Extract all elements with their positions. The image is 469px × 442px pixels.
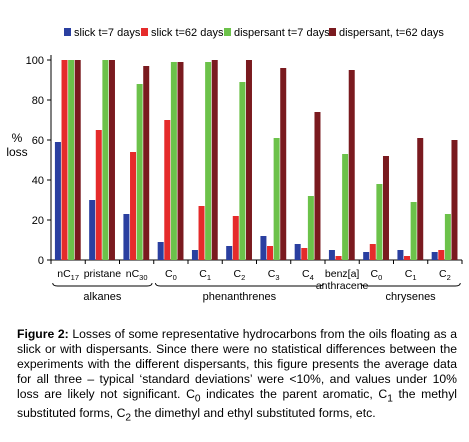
- bar: [348, 70, 355, 260]
- bar: [191, 250, 198, 260]
- x-tick-label: nC30: [126, 268, 148, 282]
- caption-sub1: 0: [194, 393, 201, 405]
- y-tick-label: 0: [38, 255, 44, 267]
- bar: [417, 138, 424, 260]
- x-tick-label: C0: [370, 268, 382, 282]
- y-axis-label: loss: [6, 145, 27, 159]
- x-tick-label: C2: [439, 268, 451, 282]
- bar: [211, 60, 218, 260]
- legend-label: dispersant, t=62 days: [339, 27, 444, 39]
- y-tick-label: 20: [32, 215, 44, 227]
- bar: [130, 152, 137, 260]
- x-tick-label: nC17: [57, 268, 79, 282]
- bar: [108, 60, 115, 260]
- bar: [54, 142, 61, 260]
- bar: [451, 140, 458, 260]
- bar: [328, 250, 335, 260]
- legend-swatch: [141, 28, 148, 36]
- bar: [68, 60, 75, 260]
- group-label: chrysenes: [386, 291, 437, 303]
- x-tick-label: C0: [165, 268, 177, 282]
- bar: [397, 250, 404, 260]
- figure-caption: Figure 2: Losses of some representative …: [17, 327, 457, 426]
- bar: [307, 196, 314, 260]
- legend-swatch: [224, 28, 231, 36]
- x-tick-label: benz[a]: [325, 268, 360, 280]
- bar: [170, 62, 177, 260]
- bar-chart: 0 20 40 60 80 100%loss nC17 pristane nC30 C0 C1 C2 C…: [6, 27, 463, 303]
- bar: [404, 256, 411, 260]
- caption-seg2: indicates the parent aromatic, C: [200, 387, 388, 401]
- bar: [369, 244, 376, 260]
- legend-swatch: [329, 28, 336, 36]
- bar: [273, 138, 280, 260]
- group-bracket: [360, 282, 461, 287]
- bar: [410, 202, 417, 260]
- bar: [177, 62, 184, 260]
- x-tick-label: C1: [405, 268, 417, 282]
- bar: [164, 120, 171, 260]
- group-bracket: [155, 282, 324, 287]
- bar: [245, 60, 252, 260]
- y-tick-label: 60: [32, 135, 44, 147]
- caption-seg4: the dimethyl and ethyl substituted forms…: [131, 406, 376, 421]
- legend-swatch: [64, 28, 71, 36]
- group-label: alkanes: [83, 291, 121, 303]
- bar: [123, 214, 130, 260]
- x-tick-label: C1: [199, 268, 211, 282]
- y-tick-label: 40: [32, 175, 44, 187]
- y-tick-label: 80: [32, 95, 44, 107]
- bar: [301, 248, 308, 260]
- bar: [335, 256, 342, 260]
- bar: [267, 246, 274, 260]
- group-label: phenanthrenes: [203, 291, 277, 303]
- bar: [342, 154, 349, 260]
- bar: [143, 66, 150, 260]
- x-tick-label: C2: [233, 268, 245, 282]
- legend-label: slick t=7 days: [74, 27, 141, 39]
- bar: [239, 82, 246, 260]
- bar: [431, 252, 438, 260]
- legend-label: dispersant t=7 days: [234, 27, 330, 39]
- legend-label: slick t=62 days: [151, 27, 224, 39]
- bar: [205, 62, 212, 260]
- bar: [95, 130, 102, 260]
- bar: [438, 250, 445, 260]
- bar: [102, 60, 109, 260]
- bar: [74, 60, 81, 260]
- x-tick-label: C3: [268, 268, 280, 282]
- bar: [363, 252, 370, 260]
- bar: [226, 246, 233, 260]
- caption-sub2: 1: [387, 393, 393, 405]
- x-tick-label-line2: anthracene: [316, 280, 369, 292]
- bar: [232, 216, 239, 260]
- bar: [280, 68, 287, 260]
- bar: [198, 206, 205, 260]
- bar: [314, 112, 321, 260]
- bar: [260, 236, 267, 260]
- y-axis-label: %: [12, 131, 23, 145]
- x-tick-label: pristane: [84, 268, 122, 280]
- caption-seg1: Losses of some representative hydrocarbo…: [17, 327, 458, 401]
- y-tick-label: 100: [26, 55, 44, 67]
- x-tick-label: C4: [302, 268, 314, 282]
- group-bracket: [52, 282, 153, 287]
- bar: [89, 200, 96, 260]
- bar: [61, 60, 68, 260]
- bar: [294, 244, 301, 260]
- bar: [376, 184, 383, 260]
- bar: [136, 84, 143, 260]
- bar: [444, 214, 451, 260]
- caption-sub3: 2: [125, 412, 132, 424]
- caption-label: Figure 2:: [17, 327, 69, 341]
- bar: [157, 242, 164, 260]
- bar: [382, 156, 389, 260]
- caption-seg3: the methyl substituted forms, C: [17, 387, 457, 421]
